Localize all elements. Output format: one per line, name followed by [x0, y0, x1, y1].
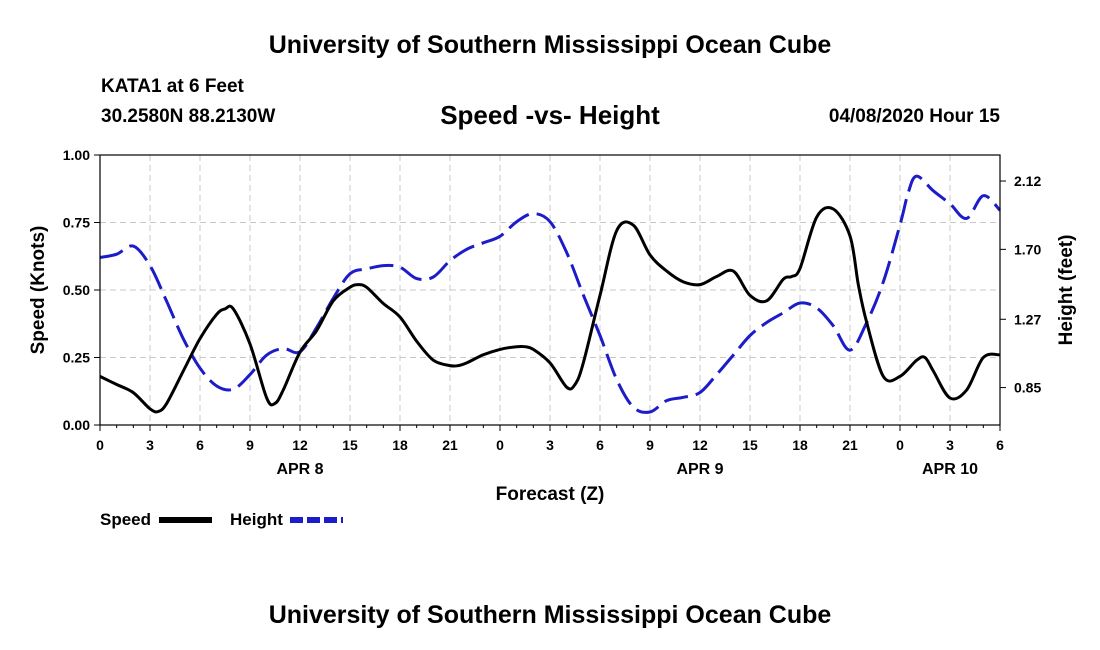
station-label: KATA1 at 6 Feet — [101, 76, 244, 97]
day-label: APR 8 — [276, 461, 323, 478]
x-tick-label: 0 — [496, 437, 504, 453]
x-tick-label: 6 — [196, 437, 204, 453]
chart-title: Speed -vs- Height — [440, 100, 660, 130]
x-tick-label: 3 — [946, 437, 954, 453]
y2-axis-label: Height (feet) — [1056, 235, 1077, 346]
forecast-datetime: 04/08/2020 Hour 15 — [828, 106, 1000, 127]
coordinates-label: 30.2580N 88.2130W — [101, 106, 276, 127]
footer-title: University of Southern Mississippi Ocean… — [268, 601, 832, 629]
x-tick-label: 0 — [896, 437, 904, 453]
y-tick-label: 0.25 — [63, 350, 90, 366]
y2-tick-label: 2.12 — [1014, 173, 1041, 189]
y2-tick-label: 1.70 — [1014, 241, 1041, 257]
axes: 0 3 6 9 12 15 18 21 0 3 6 9 12 15 18 21 0 3 6 0.00 0.25 0.50 0… — [63, 147, 1042, 478]
x-tick-label: 12 — [692, 437, 708, 453]
x-tick-label: 15 — [342, 437, 358, 453]
x-tick-label: 15 — [742, 437, 758, 453]
x-tick-label: 21 — [842, 437, 858, 453]
grid — [100, 155, 1000, 425]
legend-height-label: Height — [230, 510, 283, 529]
y-tick-label: 1.00 — [63, 147, 90, 163]
x-tick-label: 0 — [96, 437, 104, 453]
x-tick-label: 21 — [442, 437, 458, 453]
x-axis-label: Forecast (Z) — [496, 484, 605, 505]
x-tick-label: 12 — [292, 437, 308, 453]
height-series-line — [99, 174, 1002, 414]
legend: Speed Height — [100, 510, 343, 529]
x-tick-label: 6 — [596, 437, 604, 453]
y2-tick-label: 0.85 — [1014, 380, 1041, 396]
day-label: APR 10 — [922, 461, 978, 478]
x-tick-label: 9 — [646, 437, 654, 453]
legend-speed-label: Speed — [100, 510, 151, 529]
series-layer — [99, 174, 1002, 414]
day-label: APR 9 — [676, 461, 723, 478]
y-tick-label: 0.50 — [63, 282, 90, 298]
x-tick-label: 18 — [392, 437, 408, 453]
y-tick-label: 0.75 — [63, 215, 90, 231]
x-tick-label: 6 — [996, 437, 1004, 453]
x-tick-label: 18 — [792, 437, 808, 453]
speed-series-line — [99, 206, 1001, 414]
y2-tick-label: 1.27 — [1014, 311, 1041, 327]
x-tick-label: 9 — [246, 437, 254, 453]
page-title: University of Southern Mississippi Ocean… — [268, 31, 832, 59]
y-tick-label: 0.00 — [63, 417, 90, 433]
x-tick-label: 3 — [546, 437, 554, 453]
y-axis-label: Speed (Knots) — [28, 226, 49, 355]
x-tick-label: 3 — [146, 437, 154, 453]
